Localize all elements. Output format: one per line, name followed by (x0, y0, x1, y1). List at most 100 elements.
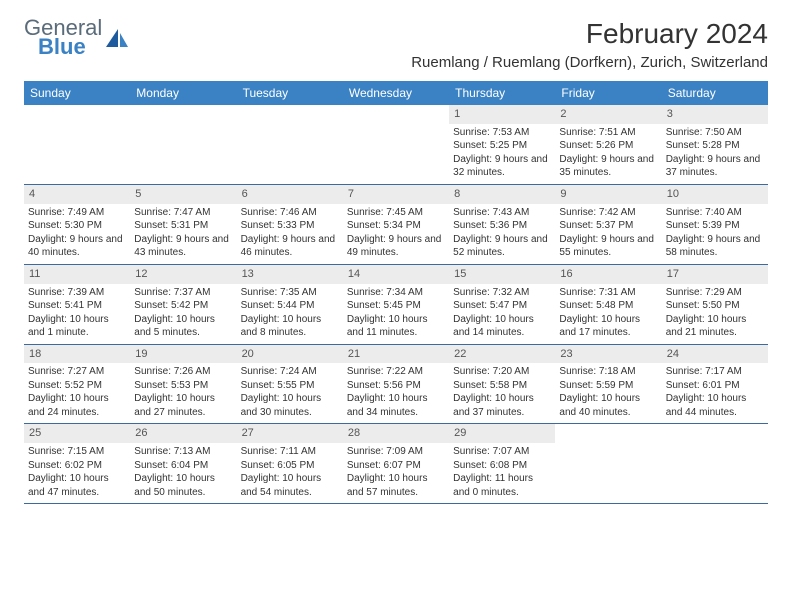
day-body: Sunrise: 7:42 AMSunset: 5:37 PMDaylight:… (555, 204, 661, 264)
daylight-text: Daylight: 10 hours and 11 minutes. (347, 313, 445, 340)
day-number: 19 (130, 345, 236, 364)
day-body: Sunrise: 7:46 AMSunset: 5:33 PMDaylight:… (237, 204, 343, 264)
day-number: 2 (555, 105, 661, 124)
day-body: Sunrise: 7:07 AMSunset: 6:08 PMDaylight:… (449, 443, 555, 503)
daylight-text: Daylight: 9 hours and 58 minutes. (666, 233, 764, 260)
sunset-text: Sunset: 5:52 PM (28, 379, 126, 393)
weekday-header-row: SundayMondayTuesdayWednesdayThursdayFrid… (24, 81, 768, 105)
day-cell: 11Sunrise: 7:39 AMSunset: 5:41 PMDayligh… (24, 265, 130, 344)
sunset-text: Sunset: 5:34 PM (347, 219, 445, 233)
day-cell: 2Sunrise: 7:51 AMSunset: 5:26 PMDaylight… (555, 105, 661, 184)
sunset-text: Sunset: 5:41 PM (28, 299, 126, 313)
day-number (24, 105, 130, 124)
daylight-text: Daylight: 10 hours and 44 minutes. (666, 392, 764, 419)
day-cell: 7Sunrise: 7:45 AMSunset: 5:34 PMDaylight… (343, 185, 449, 264)
day-body: Sunrise: 7:49 AMSunset: 5:30 PMDaylight:… (24, 204, 130, 264)
day-body: Sunrise: 7:34 AMSunset: 5:45 PMDaylight:… (343, 284, 449, 344)
day-number: 21 (343, 345, 449, 364)
day-body: Sunrise: 7:27 AMSunset: 5:52 PMDaylight:… (24, 363, 130, 423)
day-cell: 4Sunrise: 7:49 AMSunset: 5:30 PMDaylight… (24, 185, 130, 264)
day-cell: 20Sunrise: 7:24 AMSunset: 5:55 PMDayligh… (237, 345, 343, 424)
daylight-text: Daylight: 9 hours and 49 minutes. (347, 233, 445, 260)
sunrise-text: Sunrise: 7:11 AM (241, 445, 339, 459)
day-body: Sunrise: 7:18 AMSunset: 5:59 PMDaylight:… (555, 363, 661, 423)
day-number: 29 (449, 424, 555, 443)
day-cell: 22Sunrise: 7:20 AMSunset: 5:58 PMDayligh… (449, 345, 555, 424)
calendar-grid: SundayMondayTuesdayWednesdayThursdayFrid… (24, 81, 768, 504)
sunrise-text: Sunrise: 7:13 AM (134, 445, 232, 459)
sunset-text: Sunset: 6:07 PM (347, 459, 445, 473)
day-cell: 15Sunrise: 7:32 AMSunset: 5:47 PMDayligh… (449, 265, 555, 344)
day-body: Sunrise: 7:11 AMSunset: 6:05 PMDaylight:… (237, 443, 343, 503)
day-number: 20 (237, 345, 343, 364)
day-body: Sunrise: 7:50 AMSunset: 5:28 PMDaylight:… (662, 124, 768, 184)
sunrise-text: Sunrise: 7:49 AM (28, 206, 126, 220)
day-number: 10 (662, 185, 768, 204)
sunrise-text: Sunrise: 7:47 AM (134, 206, 232, 220)
day-number (130, 105, 236, 124)
day-body: Sunrise: 7:26 AMSunset: 5:53 PMDaylight:… (130, 363, 236, 423)
day-number: 5 (130, 185, 236, 204)
day-number: 3 (662, 105, 768, 124)
day-number: 18 (24, 345, 130, 364)
sunset-text: Sunset: 5:31 PM (134, 219, 232, 233)
weekday-tuesday: Tuesday (237, 81, 343, 105)
empty-cell (237, 105, 343, 184)
sunset-text: Sunset: 5:42 PM (134, 299, 232, 313)
day-body: Sunrise: 7:37 AMSunset: 5:42 PMDaylight:… (130, 284, 236, 344)
sunrise-text: Sunrise: 7:24 AM (241, 365, 339, 379)
daylight-text: Daylight: 9 hours and 43 minutes. (134, 233, 232, 260)
day-number: 6 (237, 185, 343, 204)
daylight-text: Daylight: 10 hours and 21 minutes. (666, 313, 764, 340)
day-cell: 13Sunrise: 7:35 AMSunset: 5:44 PMDayligh… (237, 265, 343, 344)
weekday-friday: Friday (555, 81, 661, 105)
daylight-text: Daylight: 10 hours and 24 minutes. (28, 392, 126, 419)
day-cell: 18Sunrise: 7:27 AMSunset: 5:52 PMDayligh… (24, 345, 130, 424)
sunrise-text: Sunrise: 7:46 AM (241, 206, 339, 220)
weeks-container: 1Sunrise: 7:53 AMSunset: 5:25 PMDaylight… (24, 105, 768, 504)
week-row: 18Sunrise: 7:27 AMSunset: 5:52 PMDayligh… (24, 345, 768, 425)
day-cell: 29Sunrise: 7:07 AMSunset: 6:08 PMDayligh… (449, 424, 555, 503)
day-body: Sunrise: 7:53 AMSunset: 5:25 PMDaylight:… (449, 124, 555, 184)
sunset-text: Sunset: 5:50 PM (666, 299, 764, 313)
empty-cell (555, 424, 661, 503)
sunset-text: Sunset: 5:28 PM (666, 139, 764, 153)
day-cell: 28Sunrise: 7:09 AMSunset: 6:07 PMDayligh… (343, 424, 449, 503)
day-number: 25 (24, 424, 130, 443)
sunrise-text: Sunrise: 7:26 AM (134, 365, 232, 379)
location-subtitle: Ruemlang / Ruemlang (Dorfkern), Zurich, … (411, 54, 768, 71)
sunset-text: Sunset: 5:59 PM (559, 379, 657, 393)
day-number: 9 (555, 185, 661, 204)
daylight-text: Daylight: 10 hours and 30 minutes. (241, 392, 339, 419)
sunrise-text: Sunrise: 7:32 AM (453, 286, 551, 300)
day-number: 17 (662, 265, 768, 284)
day-body (237, 124, 343, 130)
sunrise-text: Sunrise: 7:18 AM (559, 365, 657, 379)
day-cell: 17Sunrise: 7:29 AMSunset: 5:50 PMDayligh… (662, 265, 768, 344)
daylight-text: Daylight: 10 hours and 27 minutes. (134, 392, 232, 419)
day-body: Sunrise: 7:31 AMSunset: 5:48 PMDaylight:… (555, 284, 661, 344)
week-row: 1Sunrise: 7:53 AMSunset: 5:25 PMDaylight… (24, 105, 768, 185)
sunset-text: Sunset: 5:26 PM (559, 139, 657, 153)
sunrise-text: Sunrise: 7:42 AM (559, 206, 657, 220)
day-number: 14 (343, 265, 449, 284)
sunset-text: Sunset: 5:30 PM (28, 219, 126, 233)
sunrise-text: Sunrise: 7:31 AM (559, 286, 657, 300)
day-cell: 23Sunrise: 7:18 AMSunset: 5:59 PMDayligh… (555, 345, 661, 424)
daylight-text: Daylight: 10 hours and 47 minutes. (28, 472, 126, 499)
sunset-text: Sunset: 6:04 PM (134, 459, 232, 473)
day-body: Sunrise: 7:47 AMSunset: 5:31 PMDaylight:… (130, 204, 236, 264)
sunset-text: Sunset: 6:05 PM (241, 459, 339, 473)
day-cell: 25Sunrise: 7:15 AMSunset: 6:02 PMDayligh… (24, 424, 130, 503)
day-number (343, 105, 449, 124)
logo: General Blue (24, 18, 130, 58)
day-cell: 24Sunrise: 7:17 AMSunset: 6:01 PMDayligh… (662, 345, 768, 424)
weekday-monday: Monday (130, 81, 236, 105)
day-number: 7 (343, 185, 449, 204)
daylight-text: Daylight: 9 hours and 35 minutes. (559, 153, 657, 180)
day-body: Sunrise: 7:43 AMSunset: 5:36 PMDaylight:… (449, 204, 555, 264)
day-cell: 3Sunrise: 7:50 AMSunset: 5:28 PMDaylight… (662, 105, 768, 184)
daylight-text: Daylight: 10 hours and 50 minutes. (134, 472, 232, 499)
day-number (662, 424, 768, 443)
day-body: Sunrise: 7:35 AMSunset: 5:44 PMDaylight:… (237, 284, 343, 344)
